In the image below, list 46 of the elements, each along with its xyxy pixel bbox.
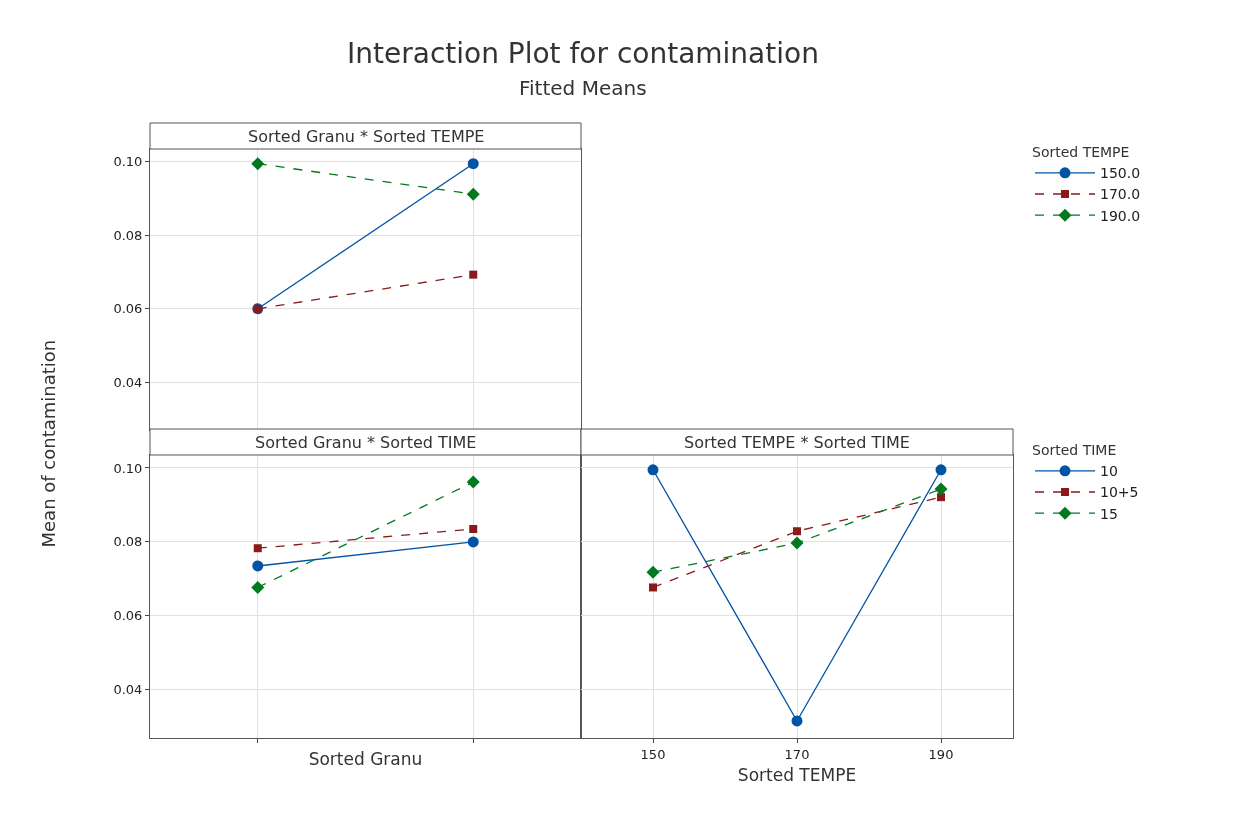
y-tick-label: 0.06 bbox=[113, 608, 143, 624]
chart-title: Sorted Granu * Sorted TEMPE bbox=[248, 127, 485, 146]
x-tick-label: 190 bbox=[928, 746, 954, 762]
legend-label: 10 bbox=[1100, 463, 1118, 480]
y-axis-title: Mean of contamination bbox=[37, 339, 59, 548]
x-axis-title: Sorted Granu bbox=[308, 749, 423, 769]
point bbox=[649, 583, 657, 592]
point bbox=[646, 565, 660, 579]
x-axis-title: Sorted TEMPE bbox=[737, 765, 857, 785]
point bbox=[467, 536, 479, 548]
y-tick-label: 0.06 bbox=[113, 301, 143, 317]
y-tick-label: 0.10 bbox=[113, 460, 143, 476]
y-tick-label: 0.04 bbox=[113, 682, 143, 698]
point bbox=[253, 544, 262, 553]
point bbox=[793, 527, 801, 536]
chart-title: Sorted TEMPE * Sorted TIME bbox=[684, 433, 910, 452]
point bbox=[647, 464, 659, 476]
text: Interaction Plot for contamination bbox=[347, 37, 819, 70]
point bbox=[469, 270, 478, 279]
point bbox=[466, 475, 480, 489]
point bbox=[791, 715, 803, 727]
point bbox=[467, 158, 479, 170]
y-tick-label: 0.04 bbox=[113, 374, 143, 390]
point bbox=[934, 482, 948, 496]
point bbox=[790, 536, 804, 550]
x-tick-label: 150 bbox=[640, 746, 666, 762]
point bbox=[251, 580, 265, 594]
point bbox=[469, 524, 478, 533]
point bbox=[466, 187, 480, 201]
x-tick-label: 170 bbox=[784, 746, 810, 762]
legend-label: 170.0 bbox=[1100, 186, 1141, 203]
legend-title: Sorted TEMPE bbox=[1032, 144, 1130, 161]
legend-label: 15 bbox=[1100, 505, 1118, 522]
y-tick-label: 0.08 bbox=[113, 534, 143, 550]
text: Fitted Means bbox=[519, 76, 647, 100]
y-tick-label: 0.10 bbox=[113, 154, 143, 170]
legend-label: 190.0 bbox=[1100, 207, 1141, 224]
point bbox=[251, 157, 265, 171]
point bbox=[935, 464, 947, 476]
point bbox=[937, 493, 945, 502]
legend-label: 150.0 bbox=[1100, 165, 1141, 182]
point bbox=[252, 560, 264, 572]
chart-title: Sorted Granu * Sorted TIME bbox=[255, 433, 477, 452]
y-tick-label: 0.08 bbox=[113, 227, 143, 243]
legend-label: 10+5 bbox=[1100, 484, 1139, 501]
legend-title: Sorted TIME bbox=[1032, 442, 1117, 459]
